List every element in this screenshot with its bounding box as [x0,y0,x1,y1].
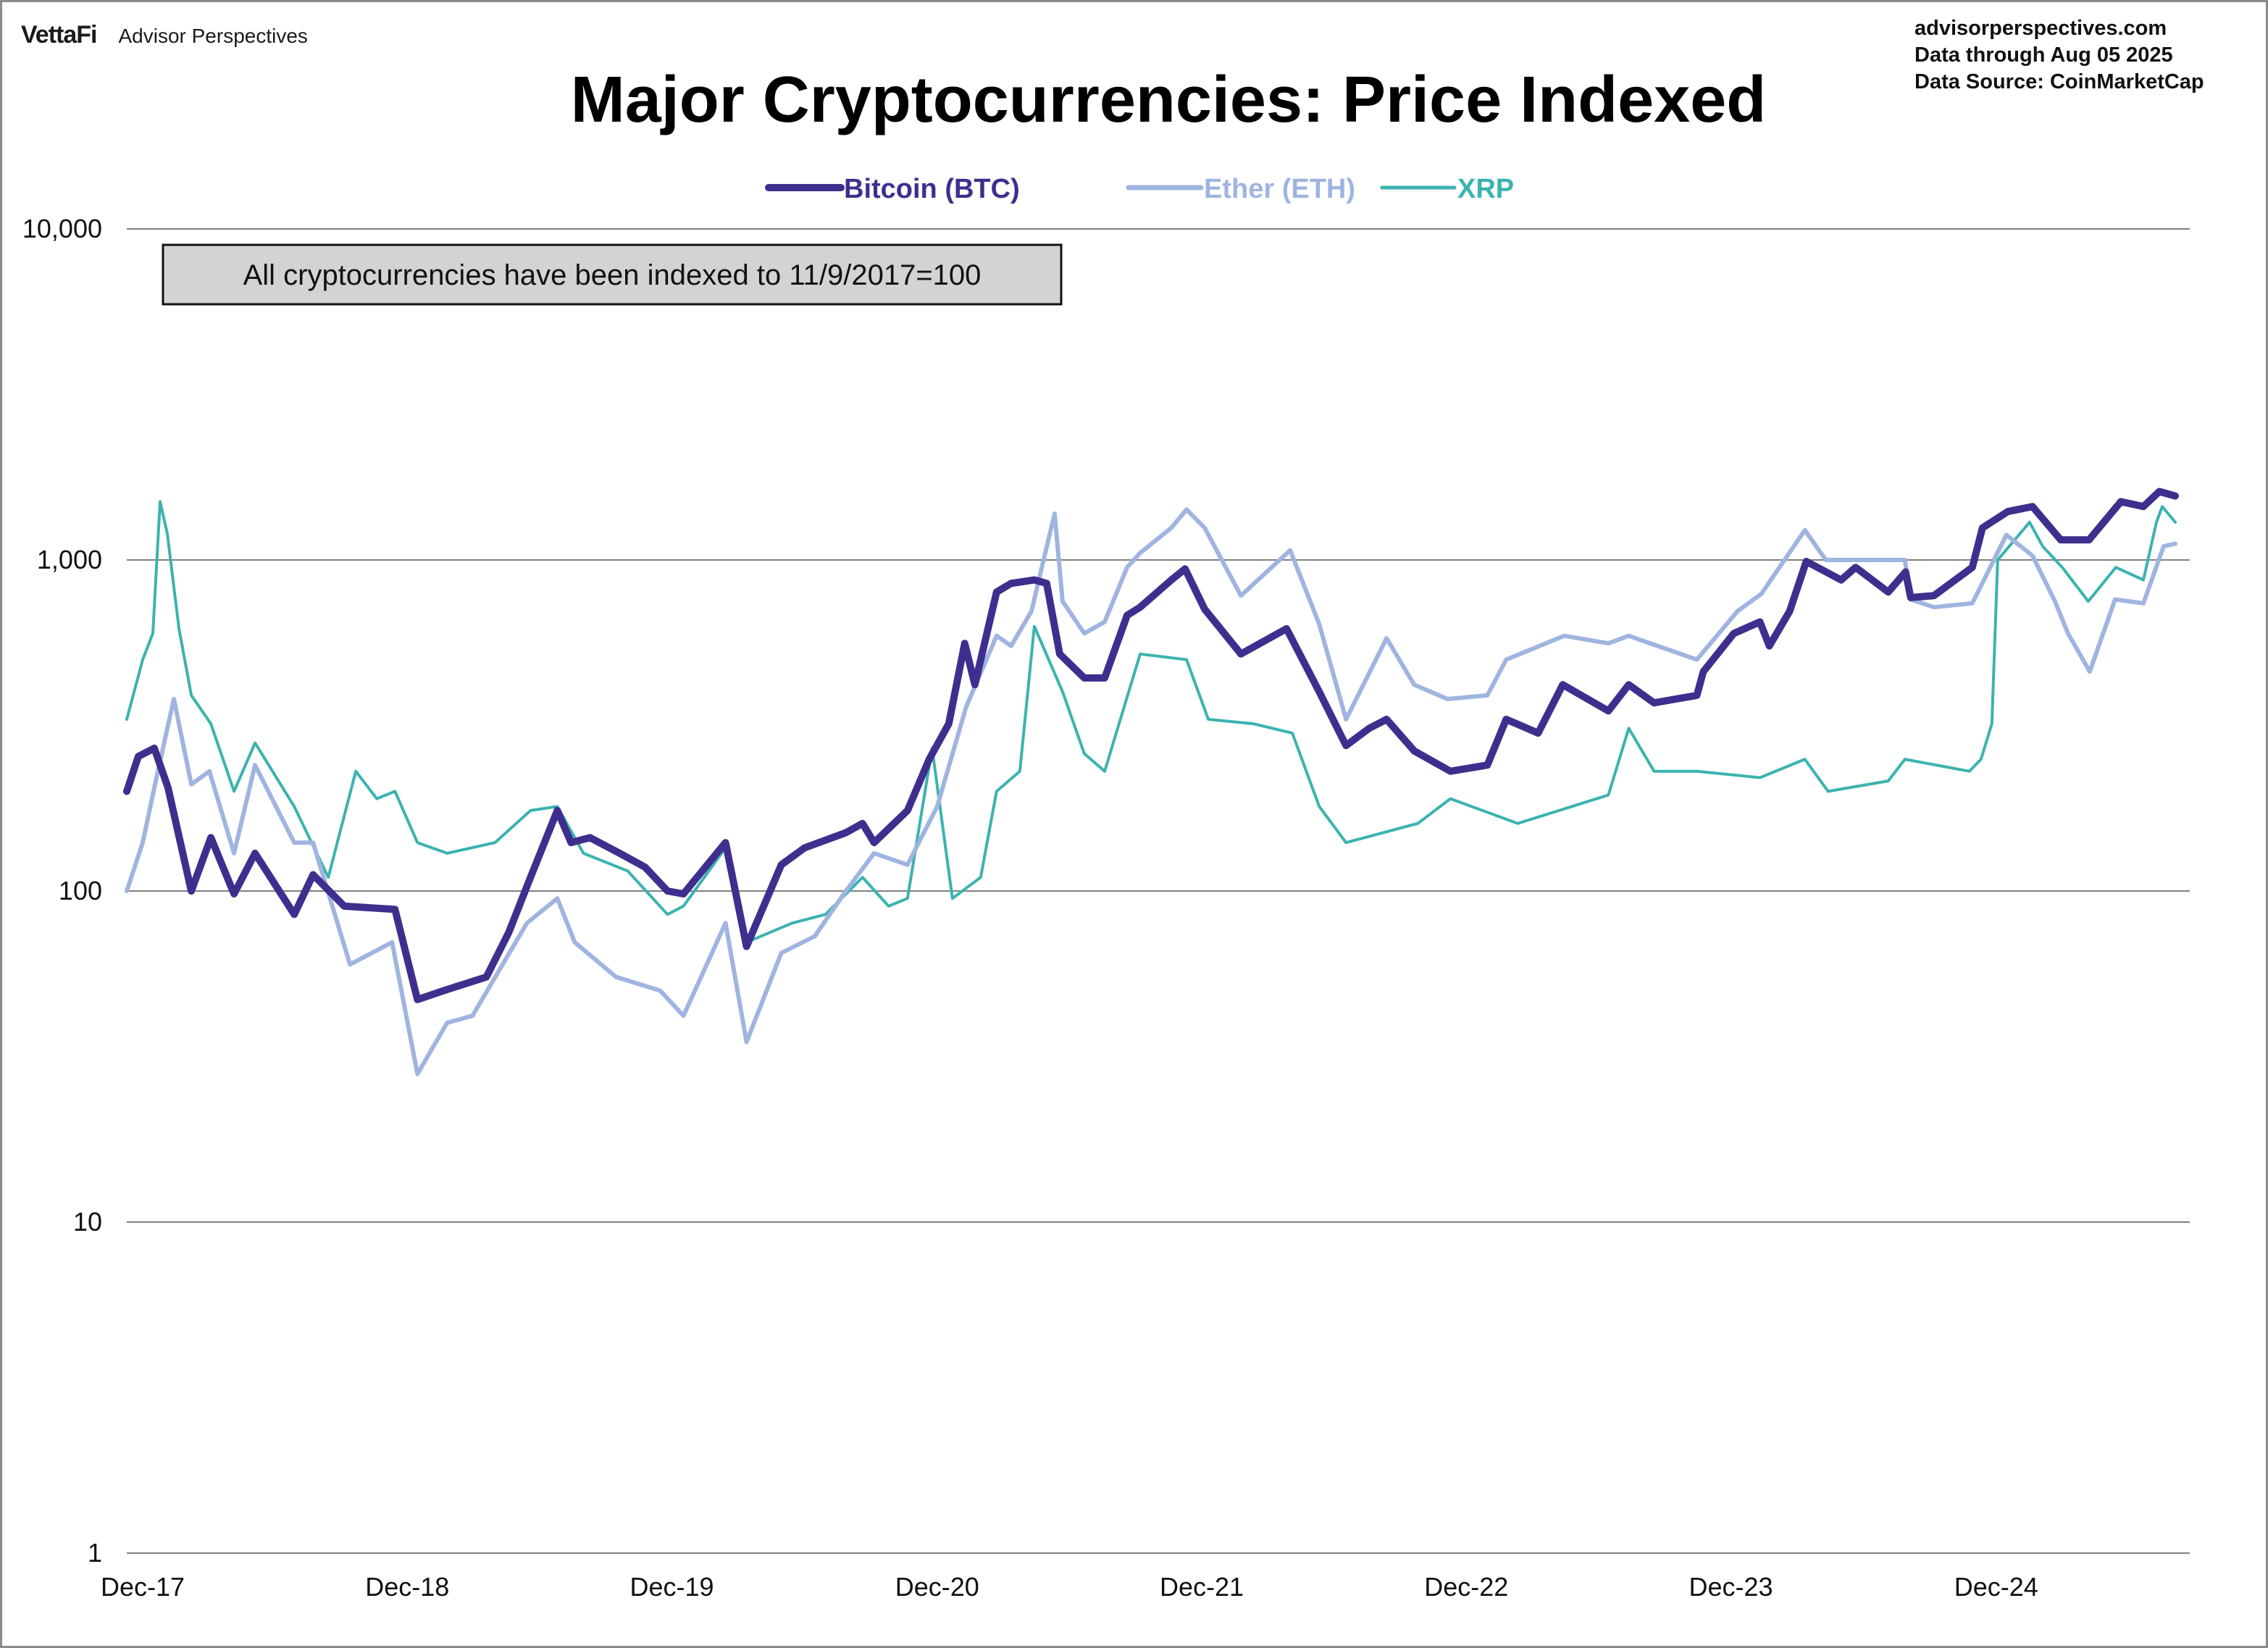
legend-label-btc: Bitcoin (BTC) [844,174,1020,204]
y-tick-label: 10,000 [22,214,102,243]
chart-title: Major Cryptocurrencies: Price Indexed [571,64,1767,136]
brand: VettaFi Advisor Perspectives [21,21,308,49]
chart-meta: advisorperspectives.com Data through Aug… [1915,15,2204,96]
x-axis-ticks: Dec-17 Dec-18 Dec-19 Dec-20 Dec-21 Dec-22 Dec-… [101,1572,2038,1602]
x-tick-label: Dec-17 [101,1572,185,1602]
legend-label-eth: Ether (ETH) [1204,174,1355,204]
y-axis-ticks: 1 10 100 1,000 10,000 [22,214,102,1568]
annotation-text: All cryptocurrencies have been indexed t… [243,259,982,291]
legend-label-xrp: XRP [1457,174,1514,204]
x-tick-label: Dec-24 [1954,1572,2038,1602]
gridlines [127,228,2190,1554]
y-tick-label: 1,000 [37,545,102,574]
series-line-eth [125,507,2177,1076]
series-line-btc [123,488,2179,1003]
series-lines [123,488,2179,1076]
vettafi-logo: VettaFi [21,21,97,49]
y-tick-label: 1 [88,1538,102,1568]
x-tick-label: Dec-21 [1160,1572,1244,1602]
site-url: advisorperspectives.com [1915,17,2167,40]
x-tick-label: Dec-22 [1424,1572,1508,1602]
data-through: Data through Aug 05 2025 [1915,43,2173,67]
brand-subtitle: Advisor Perspectives [118,25,308,47]
annotation-box: All cryptocurrencies have been indexed t… [162,243,1063,306]
legend: Bitcoin (BTC) Ether (ETH) XRP [765,174,1514,204]
x-tick-label: Dec-18 [365,1572,449,1602]
y-tick-label: 10 [73,1207,102,1237]
x-tick-label: Dec-23 [1689,1572,1773,1602]
data-source: Data Source: CoinMarketCap [1915,70,2204,93]
x-tick-label: Dec-19 [630,1572,714,1602]
y-tick-label: 100 [59,876,102,905]
annotation-rect [162,243,1063,306]
series-line-xrp [125,500,2177,944]
x-tick-label: Dec-20 [895,1572,979,1602]
